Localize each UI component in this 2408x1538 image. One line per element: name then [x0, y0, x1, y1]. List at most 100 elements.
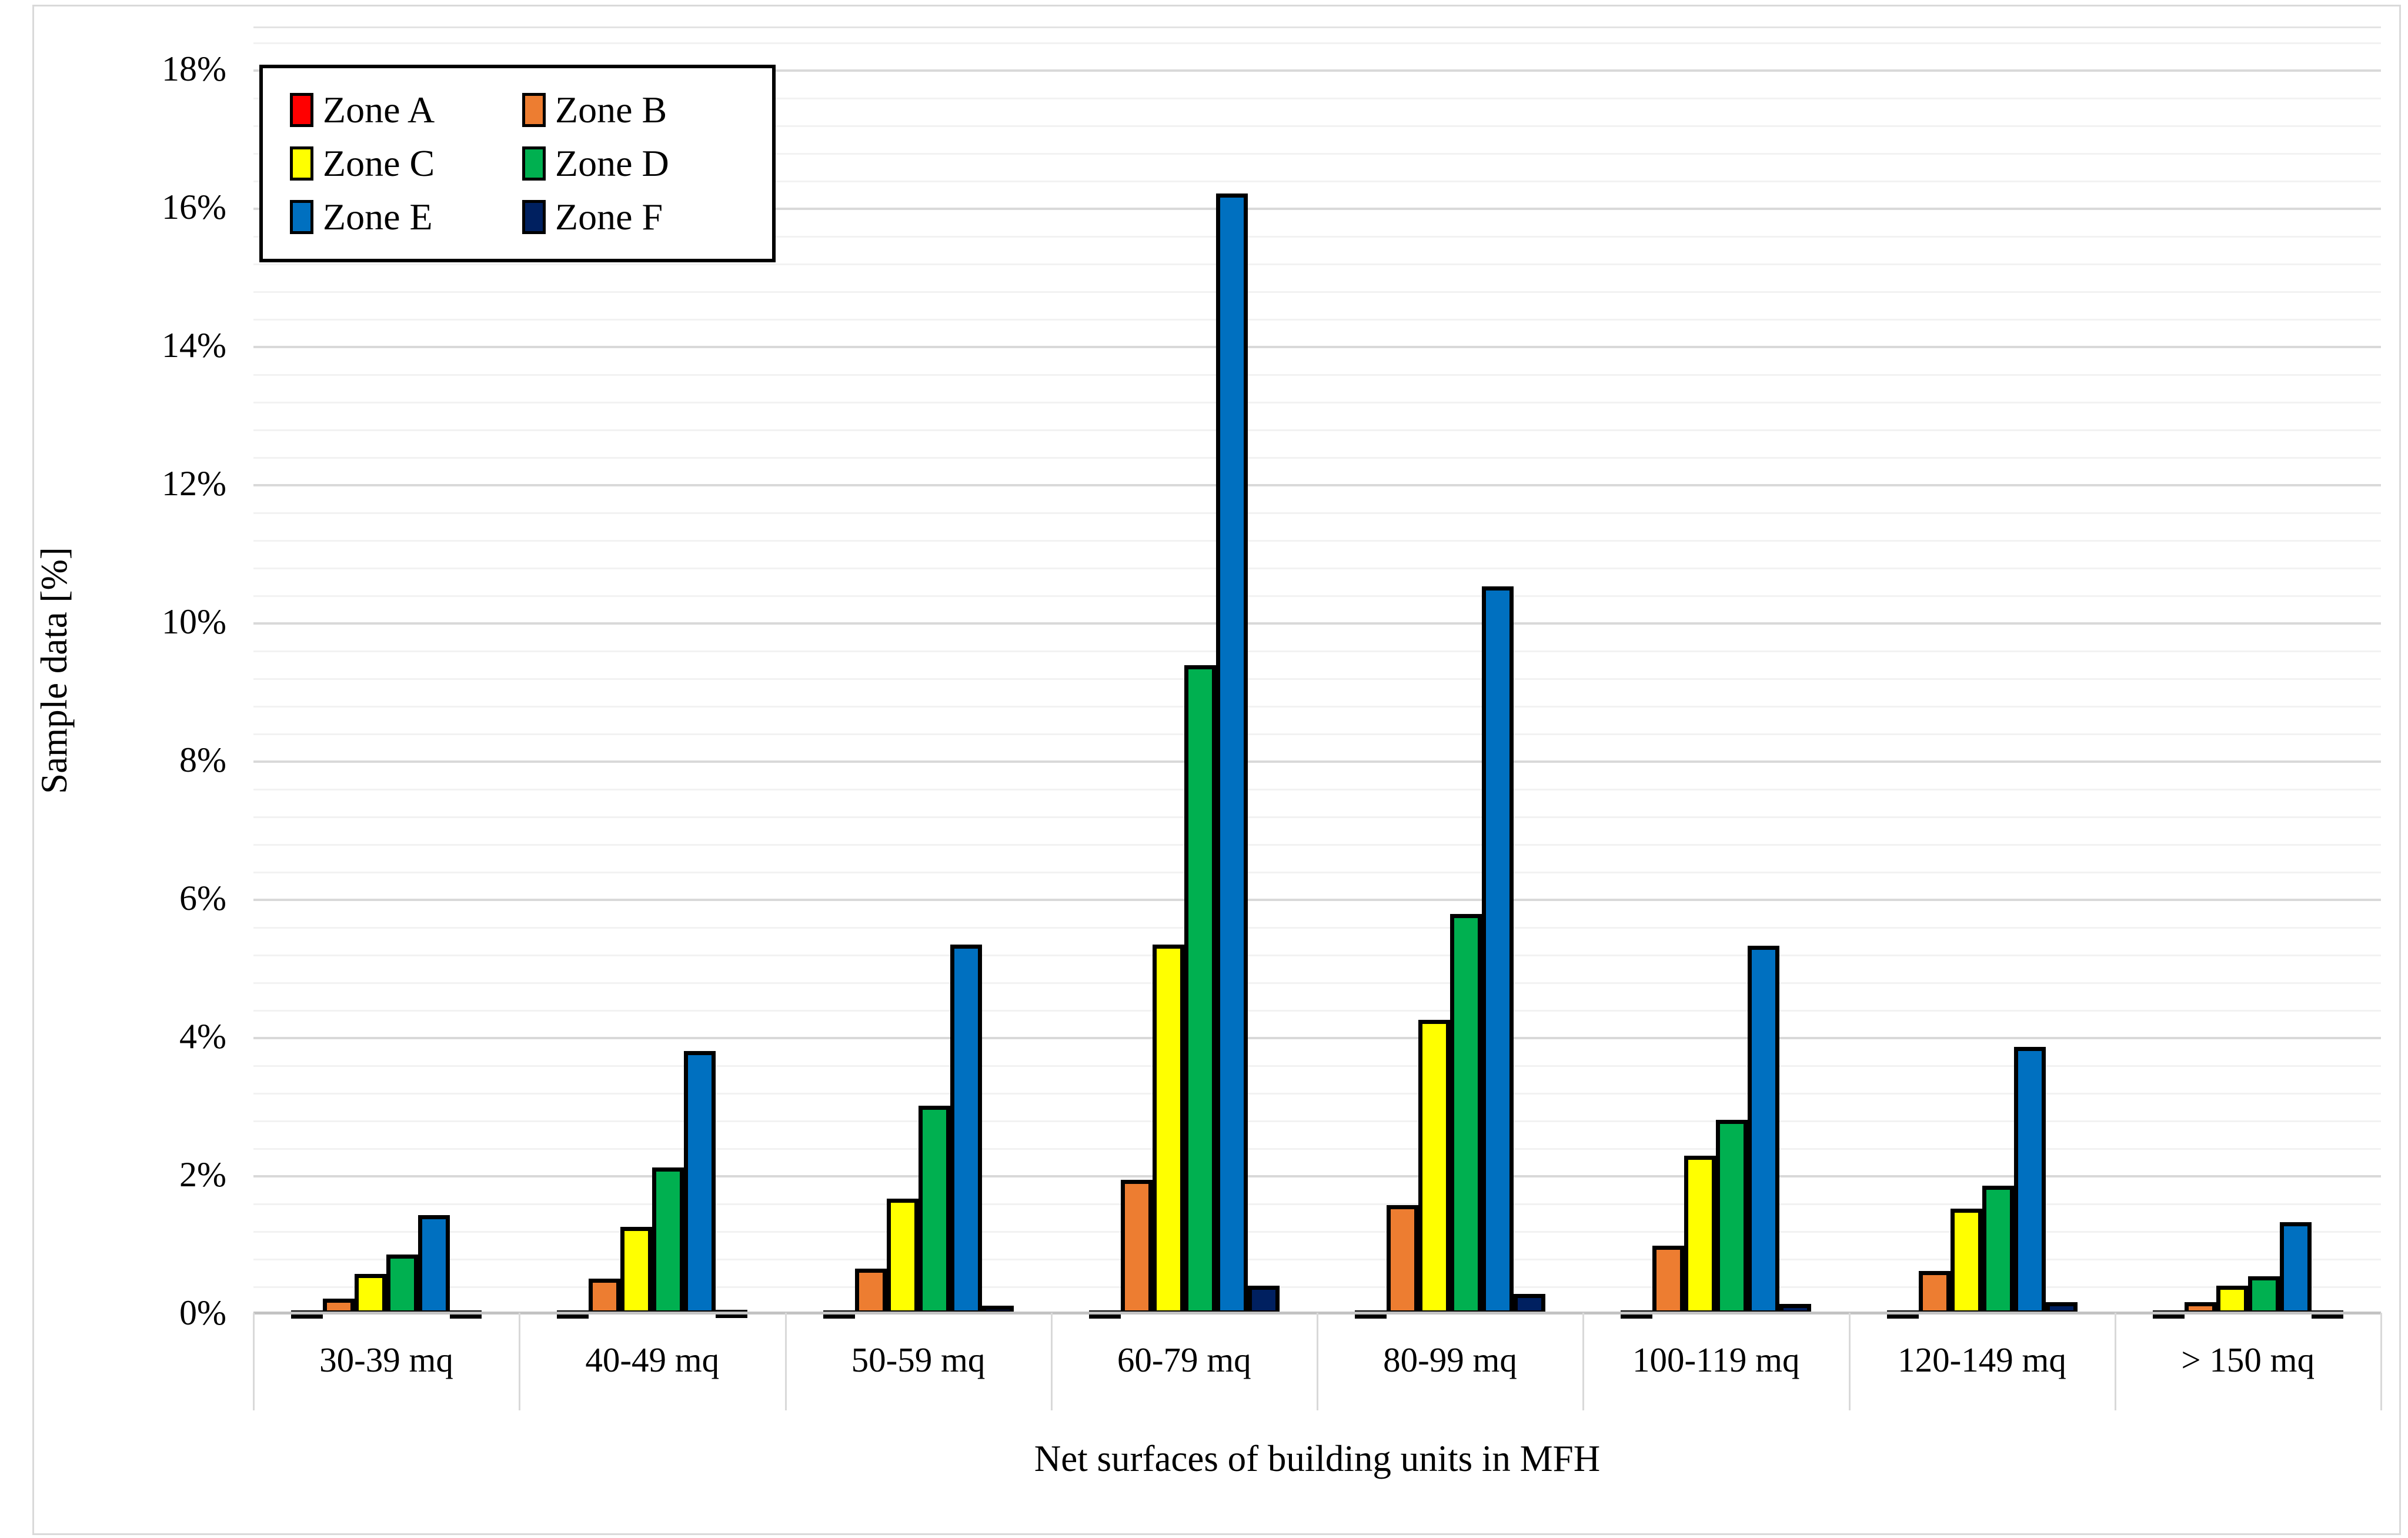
minor-gridline — [253, 1231, 2381, 1233]
x-category-label: 80-99 mq — [1383, 1340, 1517, 1379]
minor-gridline — [253, 512, 2381, 514]
minor-gridline — [253, 816, 2381, 818]
bar-zone-b — [589, 1278, 621, 1315]
category-separator — [253, 1313, 255, 1410]
bar-zone-c — [1418, 1020, 1451, 1315]
minor-gridline — [253, 706, 2381, 708]
bar-zone-d — [1716, 1119, 1748, 1315]
minor-gridline — [253, 319, 2381, 321]
minor-gridline — [253, 844, 2381, 846]
minor-gridline — [253, 1065, 2381, 1067]
y-tick-label: 8% — [179, 740, 226, 779]
minor-gridline — [253, 1286, 2381, 1288]
minor-gridline — [253, 678, 2381, 680]
bar-zone-f — [1247, 1285, 1280, 1315]
bar-zone-e — [1482, 586, 1514, 1315]
minor-gridline — [253, 982, 2381, 984]
minor-gridline — [253, 42, 2381, 44]
minor-gridline — [253, 457, 2381, 459]
legend-swatch — [290, 146, 313, 181]
y-tick-label: 18% — [162, 49, 226, 88]
bar-zone-d — [2247, 1276, 2280, 1315]
minor-gridline — [253, 125, 2381, 127]
bar-zone-c — [620, 1226, 653, 1315]
x-category-label: 30-39 mq — [319, 1340, 453, 1379]
legend-swatch — [522, 199, 546, 234]
bar-zone-d — [918, 1106, 950, 1315]
bar-zone-c — [1950, 1209, 1982, 1315]
bar-zone-e — [2279, 1222, 2312, 1315]
minor-gridline — [253, 540, 2381, 542]
minor-gridline — [253, 236, 2381, 238]
legend: Zone A Zone B Zone C Zone D Zone E Zone F — [259, 65, 776, 262]
legend-label: Zone B — [555, 89, 667, 131]
y-tick-label: 12% — [162, 464, 226, 503]
legend-item-zone-d: Zone D — [522, 142, 754, 184]
minor-gridline — [253, 429, 2381, 431]
bar-zone-c — [355, 1273, 387, 1315]
bar-zone-d — [1184, 665, 1216, 1315]
bar-zone-d — [652, 1167, 684, 1315]
x-category-label: 50-59 mq — [851, 1340, 986, 1379]
legend-label: Zone A — [323, 89, 435, 131]
y-tick-label: 14% — [162, 326, 226, 365]
major-gridline — [253, 1037, 2381, 1039]
category-separator — [2114, 1313, 2116, 1410]
bar-zone-b — [1120, 1179, 1153, 1315]
major-gridline — [253, 208, 2381, 210]
category-separator — [1050, 1313, 1053, 1410]
minor-gridline — [253, 1010, 2381, 1012]
y-axis-title: Sample data [%] — [34, 547, 75, 794]
plot-area — [253, 26, 2381, 1319]
x-category-label: 100-119 mq — [1632, 1340, 1800, 1379]
minor-gridline — [253, 1093, 2381, 1095]
minor-gridline — [253, 568, 2381, 569]
minor-gridline — [253, 733, 2381, 735]
minor-gridline — [253, 1203, 2381, 1205]
minor-gridline — [253, 374, 2381, 376]
minor-gridline — [253, 402, 2381, 403]
major-gridline — [253, 484, 2381, 486]
major-gridline — [253, 622, 2381, 625]
x-category-label: 60-79 mq — [1117, 1340, 1251, 1379]
category-separator — [2380, 1313, 2382, 1410]
bar-zone-b — [854, 1269, 887, 1315]
bar-zone-c — [2216, 1285, 2248, 1315]
legend-swatch — [522, 146, 546, 181]
minor-gridline — [253, 927, 2381, 929]
minor-gridline — [253, 650, 2381, 652]
major-gridline — [253, 760, 2381, 763]
minor-gridline — [253, 1120, 2381, 1122]
minor-gridline — [253, 789, 2381, 790]
legend-label: Zone D — [555, 142, 669, 184]
minor-gridline — [253, 98, 2381, 99]
y-tick-label: 0% — [179, 1293, 226, 1332]
bar-zone-e — [2013, 1047, 2046, 1315]
legend-swatch — [290, 93, 313, 128]
minor-gridline — [253, 291, 2381, 293]
major-gridline — [253, 1175, 2381, 1177]
bar-zone-d — [386, 1254, 419, 1315]
minor-gridline — [253, 263, 2381, 265]
y-tick-label: 4% — [179, 1017, 226, 1056]
legend-item-zone-c: Zone C — [290, 144, 522, 182]
major-gridline — [253, 346, 2381, 348]
legend-item-zone-f: Zone F — [522, 198, 754, 236]
y-tick-label: 2% — [179, 1155, 226, 1194]
bar-zone-c — [886, 1198, 919, 1315]
minor-gridline — [253, 153, 2381, 155]
legend-label: Zone E — [323, 195, 433, 238]
major-gridline — [253, 899, 2381, 901]
legend-label: Zone F — [555, 195, 663, 238]
bar-zone-c — [1684, 1155, 1716, 1315]
bar-zone-e — [1748, 945, 1780, 1315]
legend-item-zone-b: Zone B — [522, 91, 754, 129]
bar-zone-b — [1387, 1205, 1419, 1315]
major-gridline — [253, 69, 2381, 72]
category-separator — [1317, 1313, 1318, 1410]
category-separator — [1848, 1313, 1851, 1410]
minor-gridline — [253, 181, 2381, 182]
x-axis-title: Net surfaces of building units in MFH — [1034, 1438, 1601, 1479]
bar-zone-d — [1450, 913, 1482, 1315]
